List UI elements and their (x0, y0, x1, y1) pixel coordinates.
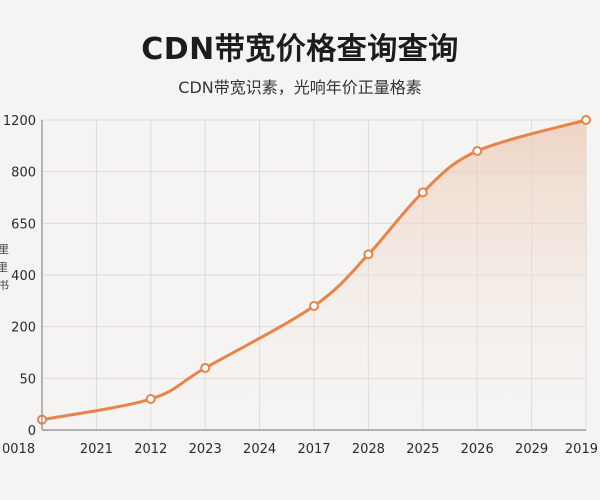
y-axis-ticks: 0 50 200 400 650 800 1200 (3, 114, 36, 439)
y-tick-label: 650 (11, 217, 36, 232)
x-tick-label: 0018 (2, 442, 35, 457)
x-tick-label: 2019 (565, 442, 598, 457)
x-tick-label: 2029 (515, 442, 548, 457)
y-tick-label: 50 (19, 372, 36, 387)
y-tick-label: 800 (11, 166, 36, 181)
y-axis-label-fragment: 里 里 书 (0, 243, 9, 292)
x-tick-label: 2021 (80, 442, 113, 457)
x-tick-label: 2017 (297, 442, 330, 457)
chart-title: CDN带宽价格查询查询 (141, 32, 459, 67)
data-point-marker (145, 394, 156, 404)
x-tick-label: 2028 (352, 442, 385, 457)
x-tick-label: 2023 (189, 442, 222, 457)
data-point-marker (472, 146, 483, 156)
y-tick-label: 200 (11, 321, 36, 336)
data-point-marker (417, 187, 428, 198)
data-point-marker (200, 363, 211, 373)
y-tick-label: 400 (11, 269, 36, 284)
x-tick-label: 2026 (461, 442, 494, 457)
x-tick-label: 2025 (406, 442, 439, 457)
x-tick-label: 2024 (243, 442, 276, 457)
svg-text:书: 书 (0, 279, 9, 292)
y-tick-label: 0 (28, 424, 36, 439)
svg-text:里: 里 (0, 261, 8, 274)
x-axis-ticks: 0018 2021 2012 2023 2024 2017 2028 2025 2026 2029… (2, 442, 598, 457)
data-point-marker (581, 115, 591, 125)
chart-subtitle: CDN带宽识素，光响年价正量格素 (178, 78, 422, 97)
data-point-marker (363, 249, 374, 260)
y-tick-label: 1200 (3, 114, 36, 129)
data-point-marker (309, 301, 319, 311)
svg-text:里: 里 (0, 243, 9, 256)
x-tick-label: 2012 (134, 442, 167, 457)
area-fill (42, 120, 586, 430)
